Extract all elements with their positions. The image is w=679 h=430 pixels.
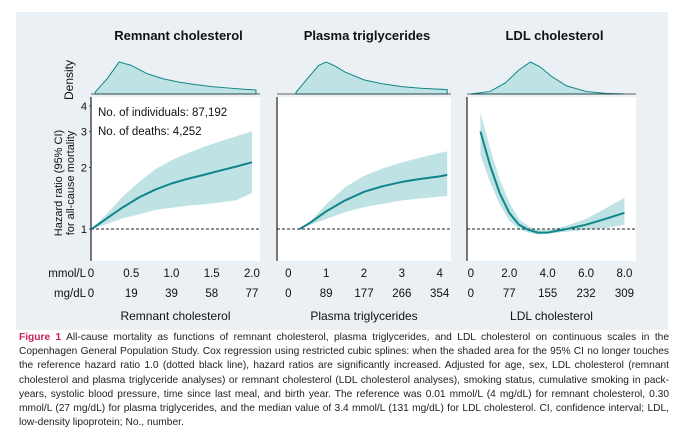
- x-tick-label-mgdl: 177: [354, 288, 373, 300]
- x-tick-label-mmol: 0: [88, 268, 94, 280]
- caption-label: Figure 1: [19, 332, 62, 343]
- x-tick-label-mgdl: 232: [576, 288, 595, 300]
- x-tick-label-mmol: 2.0: [244, 268, 260, 280]
- hazard-ratio-line: [299, 173, 448, 230]
- ci-band: [299, 151, 448, 229]
- hazard-ratio-line: [479, 131, 625, 234]
- chart-area: Density Hazard ratio (95% CI) for all-caus…: [16, 12, 668, 330]
- caption-text: All-cause mortality as functions of remn…: [19, 332, 669, 429]
- x-tick-label-mgdl: 77: [503, 288, 516, 300]
- panel-3: LDL cholesterol 0 0 2.0 77 4.0 155 6.0 232 8.0 309…: [466, 28, 636, 323]
- x-axis-label: Plasma triglycerides: [310, 309, 417, 323]
- panel-title: LDL cholesterol: [505, 28, 603, 43]
- x-tick-label-mgdl: 89: [320, 288, 333, 300]
- x-tick-label-mmol: 2: [361, 268, 367, 280]
- x-tick-label-mgdl: 77: [246, 288, 259, 300]
- x-axis-label: Remnant cholesterol: [120, 309, 230, 323]
- y-tick-label: 3: [81, 127, 87, 139]
- unit-mmol-label: mmol/L: [48, 268, 86, 280]
- chart-svg: Density Hazard ratio (95% CI) for all-caus…: [48, 28, 636, 323]
- x-tick-label-mmol: 8.0: [616, 268, 632, 280]
- density-label: Density: [62, 60, 76, 100]
- x-tick-label-mgdl: 0: [285, 288, 291, 300]
- ci-band: [480, 112, 625, 235]
- y-axis-label-line2: for all-cause mortality: [65, 130, 77, 235]
- x-tick-label-mgdl: 0: [88, 288, 94, 300]
- x-tick-label-mgdl: 354: [430, 288, 450, 300]
- annotation-deaths: No. of deaths: 4,252: [98, 126, 202, 138]
- density-curve: [94, 61, 257, 95]
- annotation-individuals: No. of individuals: 87,192: [98, 107, 227, 119]
- unit-mgdl-label: mg/dL: [54, 288, 87, 300]
- y-tick-label: 2: [81, 163, 87, 175]
- x-tick-label-mmol: 0.5: [123, 268, 139, 280]
- x-tick-label-mgdl: 266: [392, 288, 411, 300]
- panel-title: Plasma triglycerides: [304, 28, 430, 43]
- x-tick-label-mmol: 4: [436, 268, 443, 280]
- x-tick-label-mmol: 1: [323, 268, 329, 280]
- x-tick-label-mmol: 4.0: [540, 268, 556, 280]
- x-tick-label-mmol: 6.0: [578, 268, 594, 280]
- density-curve: [295, 61, 448, 95]
- x-tick-label-mgdl: 309: [615, 288, 634, 300]
- x-tick-label-mgdl: 155: [538, 288, 557, 300]
- x-tick-label-mmol: 3: [399, 268, 405, 280]
- x-tick-label-mmol: 2.0: [501, 268, 517, 280]
- x-axis-label: LDL cholesterol: [510, 309, 593, 323]
- y-tick-label: 4: [81, 101, 87, 113]
- hazard-ratio-line: [91, 161, 253, 230]
- y-tick-label: 1: [81, 224, 87, 236]
- x-tick-label-mgdl: 19: [125, 288, 138, 300]
- x-tick-label-mmol: 1.0: [163, 268, 179, 280]
- figure-frame: Density Hazard ratio (95% CI) for all-caus…: [4, 4, 673, 428]
- x-tick-label-mgdl: 39: [165, 288, 178, 300]
- density-curve: [470, 61, 625, 95]
- panel-2: Plasma triglycerides 0 0 1 89 2 177 3 266 4 354 Pla…: [276, 28, 451, 323]
- ci-band: [91, 131, 252, 229]
- x-tick-label-mgdl: 0: [468, 288, 474, 300]
- x-tick-label-mmol: 0: [468, 268, 474, 280]
- panel-1: Remnant cholesterol 0 0 0.5 19 1.0 39 1.5 58 2.0 7…: [88, 28, 260, 323]
- figure-caption: Figure 1 All-cause mortality as function…: [19, 331, 669, 430]
- x-tick-label-mgdl: 58: [205, 288, 218, 300]
- panel-title: Remnant cholesterol: [114, 28, 243, 43]
- x-tick-label-mmol: 1.5: [204, 268, 220, 280]
- x-tick-label-mmol: 0: [285, 268, 291, 280]
- y-axis-label: Hazard ratio (95% CI): [53, 130, 65, 236]
